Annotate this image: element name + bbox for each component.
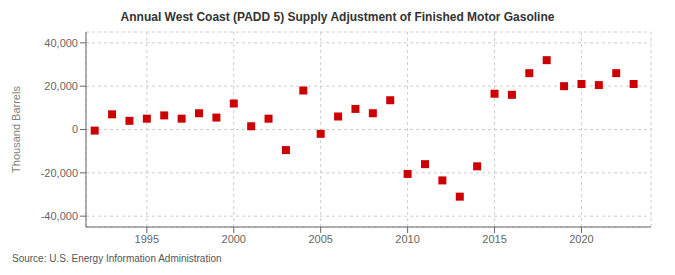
svg-text:Thousand Barrels: Thousand Barrels — [10, 86, 22, 173]
svg-text:2015: 2015 — [482, 233, 506, 245]
svg-text:2020: 2020 — [569, 233, 593, 245]
svg-text:2005: 2005 — [308, 233, 332, 245]
svg-text:40,000: 40,000 — [44, 37, 78, 49]
svg-text:2000: 2000 — [222, 233, 246, 245]
html-text:Source: U.S. Energy Informatio: Source: U.S. Energy Information Administ… — [12, 253, 222, 264]
svg-text:20,000: 20,000 — [44, 80, 78, 92]
svg-text:-40,000: -40,000 — [41, 210, 78, 222]
svg-text:2010: 2010 — [395, 233, 419, 245]
svg-text:1995: 1995 — [135, 233, 159, 245]
svg-text:-20,000: -20,000 — [41, 167, 78, 179]
svg-text:0: 0 — [72, 123, 78, 135]
html-text:Annual West Coast (PADD 5) Sup: Annual West Coast (PADD 5) Supply Adjust… — [120, 10, 555, 24]
